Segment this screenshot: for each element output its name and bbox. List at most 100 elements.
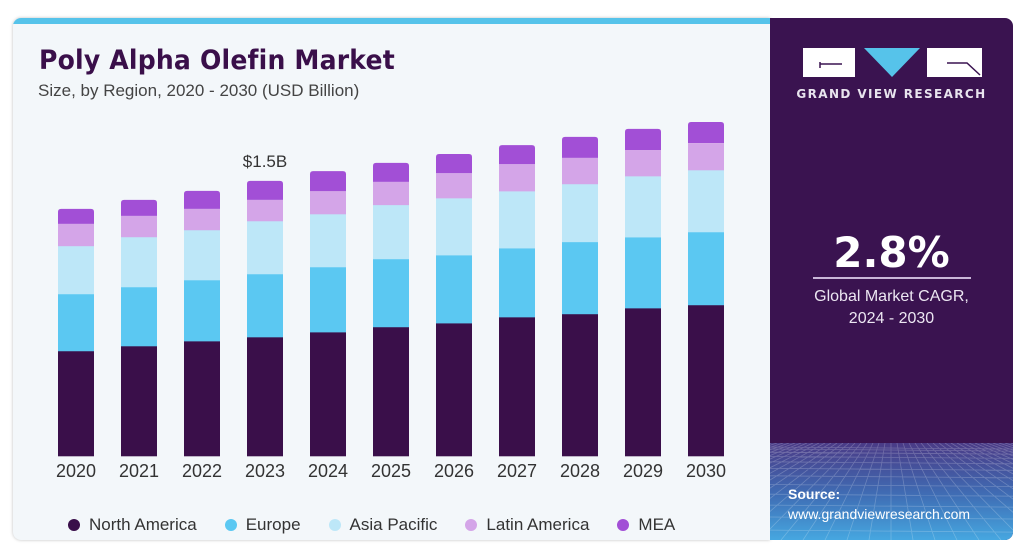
bar-segment-europe-2023 <box>247 273 283 338</box>
x-tick-label: 2023 <box>245 461 285 481</box>
legend-swatch <box>465 519 478 531</box>
bar-segment-europe-2025 <box>373 258 409 328</box>
divider <box>813 277 971 279</box>
bar-segment-north-america-2023 <box>247 337 283 457</box>
bar-segment-mea-2023 <box>247 180 283 200</box>
source: Source: www.grandviewresearch.com <box>788 484 970 524</box>
bar-segment-asia-pacific-2027 <box>499 191 535 249</box>
bar-stack-2029 <box>625 128 661 457</box>
legend-label: Asia Pacific <box>349 515 438 534</box>
bar-segment-asia-pacific-2025 <box>373 204 409 260</box>
bar-segment-mea-2027 <box>499 145 535 165</box>
bar-segment-europe-2021 <box>121 286 157 347</box>
bar-segment-asia-pacific-2026 <box>436 198 472 256</box>
bar-stack-2020 <box>58 208 94 457</box>
x-tick-label: 2021 <box>119 461 159 481</box>
bar-stack-2022 <box>184 190 220 457</box>
bar-segment-mea-2022 <box>184 190 220 209</box>
bar-segment-north-america-2030 <box>688 304 724 457</box>
bar-segment-north-america-2022 <box>184 341 220 457</box>
grid-lines <box>770 443 1013 540</box>
bar-stack-2028 <box>562 136 598 457</box>
legend-label: MEA <box>638 515 676 534</box>
bar-segment-north-america-2025 <box>373 326 409 457</box>
bar-stack-2027 <box>499 145 535 457</box>
x-tick-label: 2027 <box>497 461 537 481</box>
chart-title: Poly Alpha Olefin Market <box>39 45 395 76</box>
bar-segment-mea-2028 <box>562 136 598 158</box>
legend-item-latin-america: Latin America <box>465 515 589 535</box>
legend-label: Latin America <box>486 515 590 534</box>
x-tick-label: 2026 <box>434 461 474 481</box>
bar-segment-latin-america-2021 <box>121 215 157 238</box>
legend-item-asia-pacific: Asia Pacific <box>328 515 438 535</box>
bar-segment-europe-2028 <box>562 241 598 315</box>
legend-item-mea: MEA <box>617 515 675 535</box>
legend-item-europe: Europe <box>224 515 301 535</box>
bar-segment-mea-2030 <box>688 121 724 144</box>
bar-segment-north-america-2020 <box>58 350 94 457</box>
legend: North America Europe Asia Pacific Latin Ame… <box>68 515 703 535</box>
bar-segment-north-america-2027 <box>499 317 535 457</box>
bar-stack-2030 <box>688 121 724 457</box>
bar-stack-2026 <box>436 154 472 457</box>
bar-segment-europe-2026 <box>436 255 472 324</box>
bar-segment-north-america-2024 <box>310 332 346 457</box>
x-tick-label: 2020 <box>56 461 96 481</box>
legend-label: North America <box>89 515 197 534</box>
bar-segment-latin-america-2022 <box>184 208 220 231</box>
accent-bar <box>13 18 770 24</box>
x-tick-label: 2030 <box>686 461 726 481</box>
bar-segment-europe-2027 <box>499 248 535 318</box>
bar-stack-2021 <box>121 199 157 457</box>
bar-segment-europe-2024 <box>310 266 346 333</box>
bar-segment-asia-pacific-2024 <box>310 214 346 268</box>
bar-segment-latin-america-2025 <box>373 181 409 206</box>
legend-swatch <box>224 519 237 531</box>
bar-segment-north-america-2029 <box>625 308 661 457</box>
bar-segment-europe-2029 <box>625 237 661 309</box>
x-tick-label: 2024 <box>308 461 348 481</box>
bar-segment-north-america-2026 <box>436 323 472 457</box>
legend-swatch <box>328 519 341 531</box>
legend-swatch <box>617 519 630 531</box>
bar-stack-2023 <box>247 180 283 457</box>
legend-swatch <box>68 519 80 531</box>
bar-segment-latin-america-2028 <box>562 157 598 185</box>
cagr-label: Global Market CAGR, 2024 - 2030 <box>770 286 1013 330</box>
bar-segment-mea-2020 <box>58 208 94 224</box>
bar-segment-latin-america-2029 <box>625 150 661 177</box>
chart-subtitle: Size, by Region, 2020 - 2030 (USD Billio… <box>38 81 360 100</box>
grid-background <box>770 443 1013 540</box>
source-label: Source: <box>788 486 841 502</box>
bar-segment-mea-2026 <box>436 154 472 174</box>
bar-segment-mea-2024 <box>310 171 346 192</box>
bar-segment-europe-2020 <box>58 293 94 352</box>
bar-segment-latin-america-2020 <box>58 223 94 247</box>
bar-segment-asia-pacific-2022 <box>184 229 220 281</box>
x-tick-label: 2025 <box>371 461 411 481</box>
data-label-2023: $1.5B <box>243 152 287 171</box>
bar-segment-asia-pacific-2021 <box>121 236 157 288</box>
bar-stack-2024 <box>310 171 346 457</box>
cagr-label-line1: Global Market CAGR, <box>814 288 969 305</box>
bar-segment-asia-pacific-2029 <box>625 176 661 238</box>
brand-name: GRAND VIEW RESEARCH <box>796 87 987 101</box>
bar-segment-mea-2021 <box>121 199 157 216</box>
cagr-value: 2.8% <box>833 228 950 277</box>
chart-card: Poly Alpha Olefin Market Size, by Region… <box>13 18 770 540</box>
bar-segment-asia-pacific-2020 <box>58 245 94 295</box>
bar-segment-asia-pacific-2030 <box>688 170 724 233</box>
bar-segment-asia-pacific-2023 <box>247 220 283 275</box>
bar-segment-mea-2029 <box>625 128 661 151</box>
stacked-bar-chart: 2020 2021 2022 2023 2024 2025 2026 2027 2028 2029… <box>56 121 726 481</box>
x-tick-label: 2022 <box>182 461 222 481</box>
bar-segment-europe-2022 <box>184 280 220 342</box>
cagr-label-line2: 2024 - 2030 <box>848 310 935 327</box>
bar-segment-latin-america-2026 <box>436 173 472 199</box>
bar-segment-latin-america-2030 <box>688 143 724 171</box>
source-url[interactable]: www.grandviewresearch.com <box>788 506 971 522</box>
info-panel: GRAND VIEW RESEARCH 2.8% Global Market C… <box>770 18 1013 540</box>
legend-item-north-america: North America <box>68 515 197 535</box>
bar-segment-europe-2030 <box>688 231 724 306</box>
